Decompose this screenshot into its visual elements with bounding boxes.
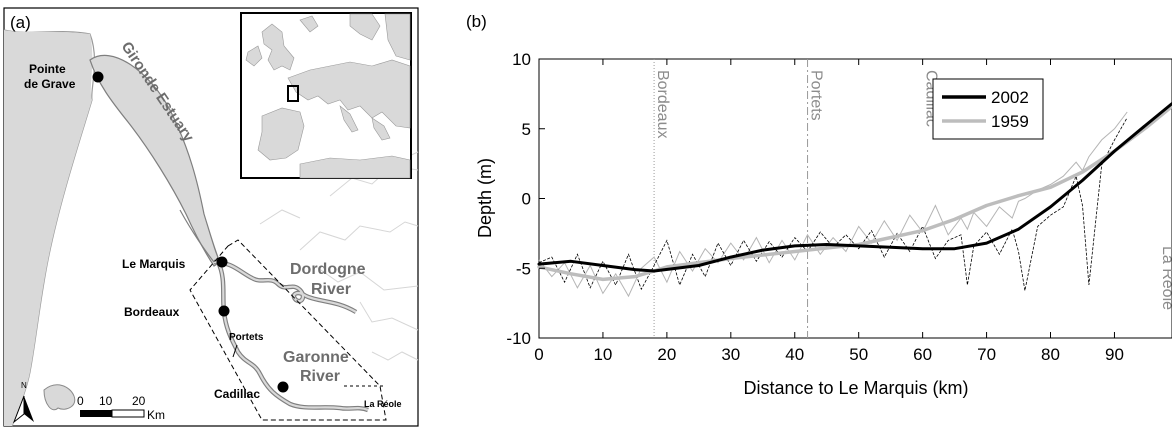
inset-map — [240, 12, 412, 179]
scale-tick-10: 10 — [99, 394, 113, 408]
label-dordogne-river: River — [311, 281, 351, 298]
x-axis-ticks: 0 10 20 30 40 50 60 70 80 90 — [534, 59, 1124, 364]
y-tick-label-2: 0 — [522, 190, 531, 209]
marker-cadillac — [277, 381, 289, 393]
y-tick-label-4: -10 — [506, 329, 531, 348]
plot-frame — [538, 58, 1172, 339]
x-tick-label-9: 90 — [1105, 345, 1124, 364]
landmark-label-0: Bordeaux — [654, 70, 671, 139]
study-area — [189, 239, 387, 421]
dordogne-river — [213, 260, 357, 313]
y-tick-label-1: 5 — [522, 120, 531, 139]
label-la-reole: La Réole — [364, 399, 402, 409]
x-tick-label-3: 30 — [721, 345, 740, 364]
legend-label-1959: 1959 — [991, 112, 1029, 131]
ocean-area — [4, 30, 93, 426]
inset-study-box — [287, 85, 299, 102]
landmark-lines — [653, 59, 809, 338]
marker-le-marquis — [216, 256, 228, 268]
label-garonne-river: River — [300, 368, 340, 385]
panel-b-label: (b) — [466, 12, 487, 31]
label-le-marquis: Le Marquis — [122, 257, 186, 271]
landmark-label-1: Portets — [808, 70, 825, 121]
raw-profile-2002 — [538, 117, 1128, 291]
x-tick-label-8: 80 — [1041, 345, 1060, 364]
inset-land — [245, 13, 411, 179]
portets-leader — [232, 344, 238, 358]
legend-label-2002: 2002 — [991, 88, 1029, 107]
marker-pointe-de-grave — [92, 71, 104, 83]
label-dordogne: Dordogne — [290, 261, 366, 278]
landmark-label-3: La Réole — [1159, 246, 1172, 310]
scale-segment-black — [80, 410, 112, 417]
scale-tick-20: 20 — [132, 394, 146, 408]
label-de-grave: de Grave — [24, 77, 76, 91]
label-cadillac: Cadillac — [214, 387, 260, 401]
x-tick-label-2: 20 — [657, 345, 676, 364]
scale-segment-white — [111, 409, 145, 418]
legend: 2002 1959 — [932, 78, 1044, 140]
x-axis-label: Distance to Le Marquis (km) — [743, 378, 968, 398]
scale-tick-0: 0 — [77, 394, 84, 408]
north-arrow-icon: N — [12, 381, 34, 424]
label-bordeaux: Bordeaux — [124, 305, 180, 319]
y-axis-label: Depth (m) — [475, 158, 495, 238]
y-axis-ticks: 10 5 0 -5 -10 — [506, 50, 545, 348]
x-tick-label-6: 60 — [913, 345, 932, 364]
label-portets: Portets — [229, 332, 264, 343]
x-tick-label-0: 0 — [534, 345, 543, 364]
marker-bordeaux — [218, 305, 230, 317]
fitted-profile-lines — [537, 102, 1172, 282]
estuary-channel — [179, 209, 215, 263]
scale-unit: Km — [147, 408, 165, 422]
x-tick-label-1: 10 — [593, 345, 612, 364]
north-label: N — [21, 381, 27, 390]
label-garonne: Garonne — [283, 349, 349, 366]
y-tick-label-0: 10 — [512, 50, 531, 69]
series-line-1959 — [537, 104, 1172, 282]
y-tick-label-3: -5 — [516, 259, 531, 278]
x-tick-label-7: 70 — [977, 345, 996, 364]
legend-box — [932, 78, 1044, 140]
label-pointe: Pointe — [29, 62, 66, 76]
x-tick-label-4: 40 — [785, 345, 804, 364]
series-line-2002 — [537, 102, 1172, 273]
scale-bar: 0 10 20 Km — [77, 394, 165, 422]
x-tick-label-5: 50 — [849, 345, 868, 364]
arcachon-basin — [43, 384, 76, 411]
map-panel: (a) Pointe de Grave Gironde Estuary Le M… — [3, 7, 419, 427]
panel-a-label: (a) — [10, 13, 31, 32]
